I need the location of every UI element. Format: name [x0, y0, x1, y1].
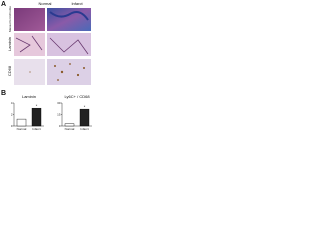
x-tick-label: Normal	[65, 127, 75, 131]
tissue	[15, 35, 89, 55]
bar	[64, 123, 75, 127]
significance-marker: *	[84, 104, 86, 109]
stained-cells	[29, 63, 85, 81]
micrograph	[14, 8, 45, 31]
chart-title: Ly6C+ / CD68	[64, 94, 90, 99]
panel-label: B	[1, 90, 6, 97]
bar	[79, 108, 90, 127]
row-label: Laminin	[7, 37, 12, 51]
micrograph	[47, 59, 91, 85]
chart-title: Laminin	[22, 94, 36, 99]
x-tick-label: Normal	[17, 127, 27, 131]
y-tick-label: 4	[11, 101, 13, 105]
figure: A Normal Infarct Masson's trichrome Lami…	[1, 1, 92, 131]
row-label: Masson's trichrome	[8, 6, 12, 32]
panel-label: A	[1, 1, 6, 8]
significance-marker: *	[36, 103, 38, 108]
column-header: Normal	[39, 1, 52, 6]
page: A Normal Infarct Masson's trichrome Lami…	[1, 0, 92, 131]
bar	[16, 118, 27, 127]
x-tick-label: Infarct	[80, 127, 89, 131]
column-header: Infarct	[71, 1, 83, 6]
y-tick-label: 0	[59, 124, 61, 128]
row-label: CD68	[7, 65, 12, 76]
x-tick-label: Infarct	[32, 127, 41, 131]
bar	[31, 107, 42, 127]
y-tick-label: 15	[57, 112, 61, 116]
tissue	[49, 11, 89, 21]
y-tick-label: 0	[11, 124, 13, 128]
micrograph	[47, 8, 91, 31]
y-tick-label: 30	[57, 101, 61, 105]
micrograph	[47, 33, 91, 56]
y-tick-label: 2	[11, 112, 13, 116]
